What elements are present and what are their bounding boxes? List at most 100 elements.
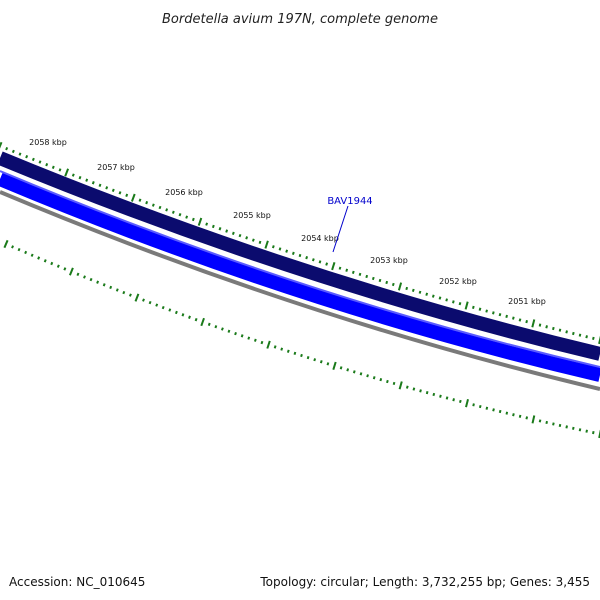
inner-tick-minor-39 [260,340,264,345]
outer-tick-minor-87 [578,333,582,337]
outer-tick-minor-53 [351,270,355,274]
inner-tick-minor-15 [102,283,106,287]
gene-label-bav1944[interactable]: BAV1944 [327,196,372,207]
outer-tick-minor-54 [358,272,362,276]
outer-tick-minor-52 [345,268,349,272]
outer-tick-minor-81 [538,323,542,327]
outer-tick-minor-77 [512,316,515,320]
outer-tick-minor-45 [298,253,302,258]
inner-tick-minor-36 [240,334,244,338]
outer-tick-major-30 [197,217,203,226]
inner-tick-minor-2 [17,247,21,252]
outer-tick-minor-69 [458,302,462,306]
inner-tick-minor-86 [572,426,575,430]
inner-tick-minor-76 [505,411,509,415]
outer-tick-minor-4 [25,155,29,159]
inner-tick-minor-68 [452,398,455,402]
outer-tick-minor-24 [158,205,162,210]
inner-tick-minor-26 [174,310,178,315]
inner-tick-minor-78 [518,414,522,418]
inner-tick-minor-61 [405,385,409,389]
inner-tick-minor-34 [227,329,231,333]
inner-tick-minor-25 [168,308,172,312]
inner-tick-minor-7 [50,261,54,266]
inner-tick-minor-53 [352,370,356,374]
outer-tick-major-90 [598,335,600,345]
inner-tick-minor-12 [83,275,86,279]
inner-tick-minor-8 [56,264,60,268]
outer-tick-minor-55 [365,274,369,279]
inner-tick-minor-88 [585,429,588,433]
inner-tick-major-0 [3,239,9,249]
outer-tick-minor-89 [592,336,595,341]
inner-tick-minor-84 [558,423,562,428]
outer-tick-marks [0,141,600,345]
outer-tick-minor-83 [552,326,555,331]
gene-label-leader [332,205,349,253]
inner-tick-minor-23 [155,303,159,307]
outer-tick-minor-21 [138,198,142,202]
outer-tick-minor-17 [111,188,115,192]
tick-label-7: 2051 kbp [508,297,546,306]
outer-tick-minor-68 [452,300,455,304]
inner-tick-minor-73 [485,406,489,410]
outer-tick-minor-39 [258,240,262,244]
outer-tick-minor-31 [205,222,209,226]
inner-tick-minor-89 [592,430,595,435]
inner-tick-minor-66 [439,394,442,398]
outer-tick-minor-51 [338,266,342,270]
outer-tick-minor-66 [438,296,442,300]
outer-tick-minor-79 [525,320,528,324]
inner-tick-minor-55 [366,374,369,378]
inner-tick-minor-49 [326,362,330,366]
inner-strand-track [0,172,600,382]
inner-tick-minor-63 [419,389,422,393]
inner-tick-minor-46 [306,356,310,360]
inner-tick-minor-74 [492,408,495,412]
inner-tick-minor-43 [286,349,290,353]
inner-tick-minor-83 [552,422,555,426]
inner-tick-minor-18 [122,290,126,295]
tick-label-3: 2055 kbp [233,211,271,220]
tick-label-0: 2058 kbp [29,138,67,147]
outer-tick-minor-67 [445,298,448,302]
inner-tick-minor-35 [234,331,237,336]
inner-tick-minor-85 [565,425,568,429]
outer-tick-minor-25 [165,208,169,212]
inner-tick-minor-16 [109,285,113,290]
outer-tick-major-10 [64,168,70,177]
inner-tick-minor-81 [538,419,542,423]
outer-tick-minor-34 [225,229,229,233]
inner-tick-minor-67 [445,396,449,400]
inner-tick-minor-5 [37,256,41,260]
outer-tick-minor-26 [171,210,175,214]
inner-tick-minor-87 [578,428,582,432]
outer-tick-minor-9 [58,168,62,172]
inner-tick-marks [3,239,600,439]
inner-tick-minor-13 [89,277,93,282]
inner-tick-minor-11 [76,272,80,276]
inner-tick-minor-38 [253,338,257,342]
outer-tick-minor-75 [498,313,502,317]
tick-label-1: 2057 kbp [97,163,135,172]
outer-tick-minor-29 [191,217,195,222]
inner-tick-minor-14 [96,280,100,284]
outer-tick-minor-32 [211,224,215,229]
outer-tick-minor-65 [431,294,435,298]
outer-tick-minor-84 [558,328,562,332]
accession-text: Accession: NC_010645 [9,575,145,589]
inner-tick-minor-48 [319,360,323,364]
inner-tick-minor-69 [459,399,462,404]
inner-tick-minor-31 [207,322,211,327]
inner-tick-minor-42 [280,347,284,351]
inner-tick-minor-72 [478,404,482,409]
outer-tick-minor-38 [251,238,255,242]
outer-tick-minor-62 [411,288,415,292]
outer-tick-minor-13 [85,178,89,182]
outer-tick-minor-1 [5,147,9,151]
backbone-track [0,190,600,391]
inner-tick-minor-27 [181,313,185,317]
tick-labels: 2058 kbp 2057 kbp 2056 kbp 2055 kbp 2054 kbp… [29,138,546,306]
outer-tick-minor-15 [98,183,102,187]
outer-tick-minor-61 [405,286,409,291]
